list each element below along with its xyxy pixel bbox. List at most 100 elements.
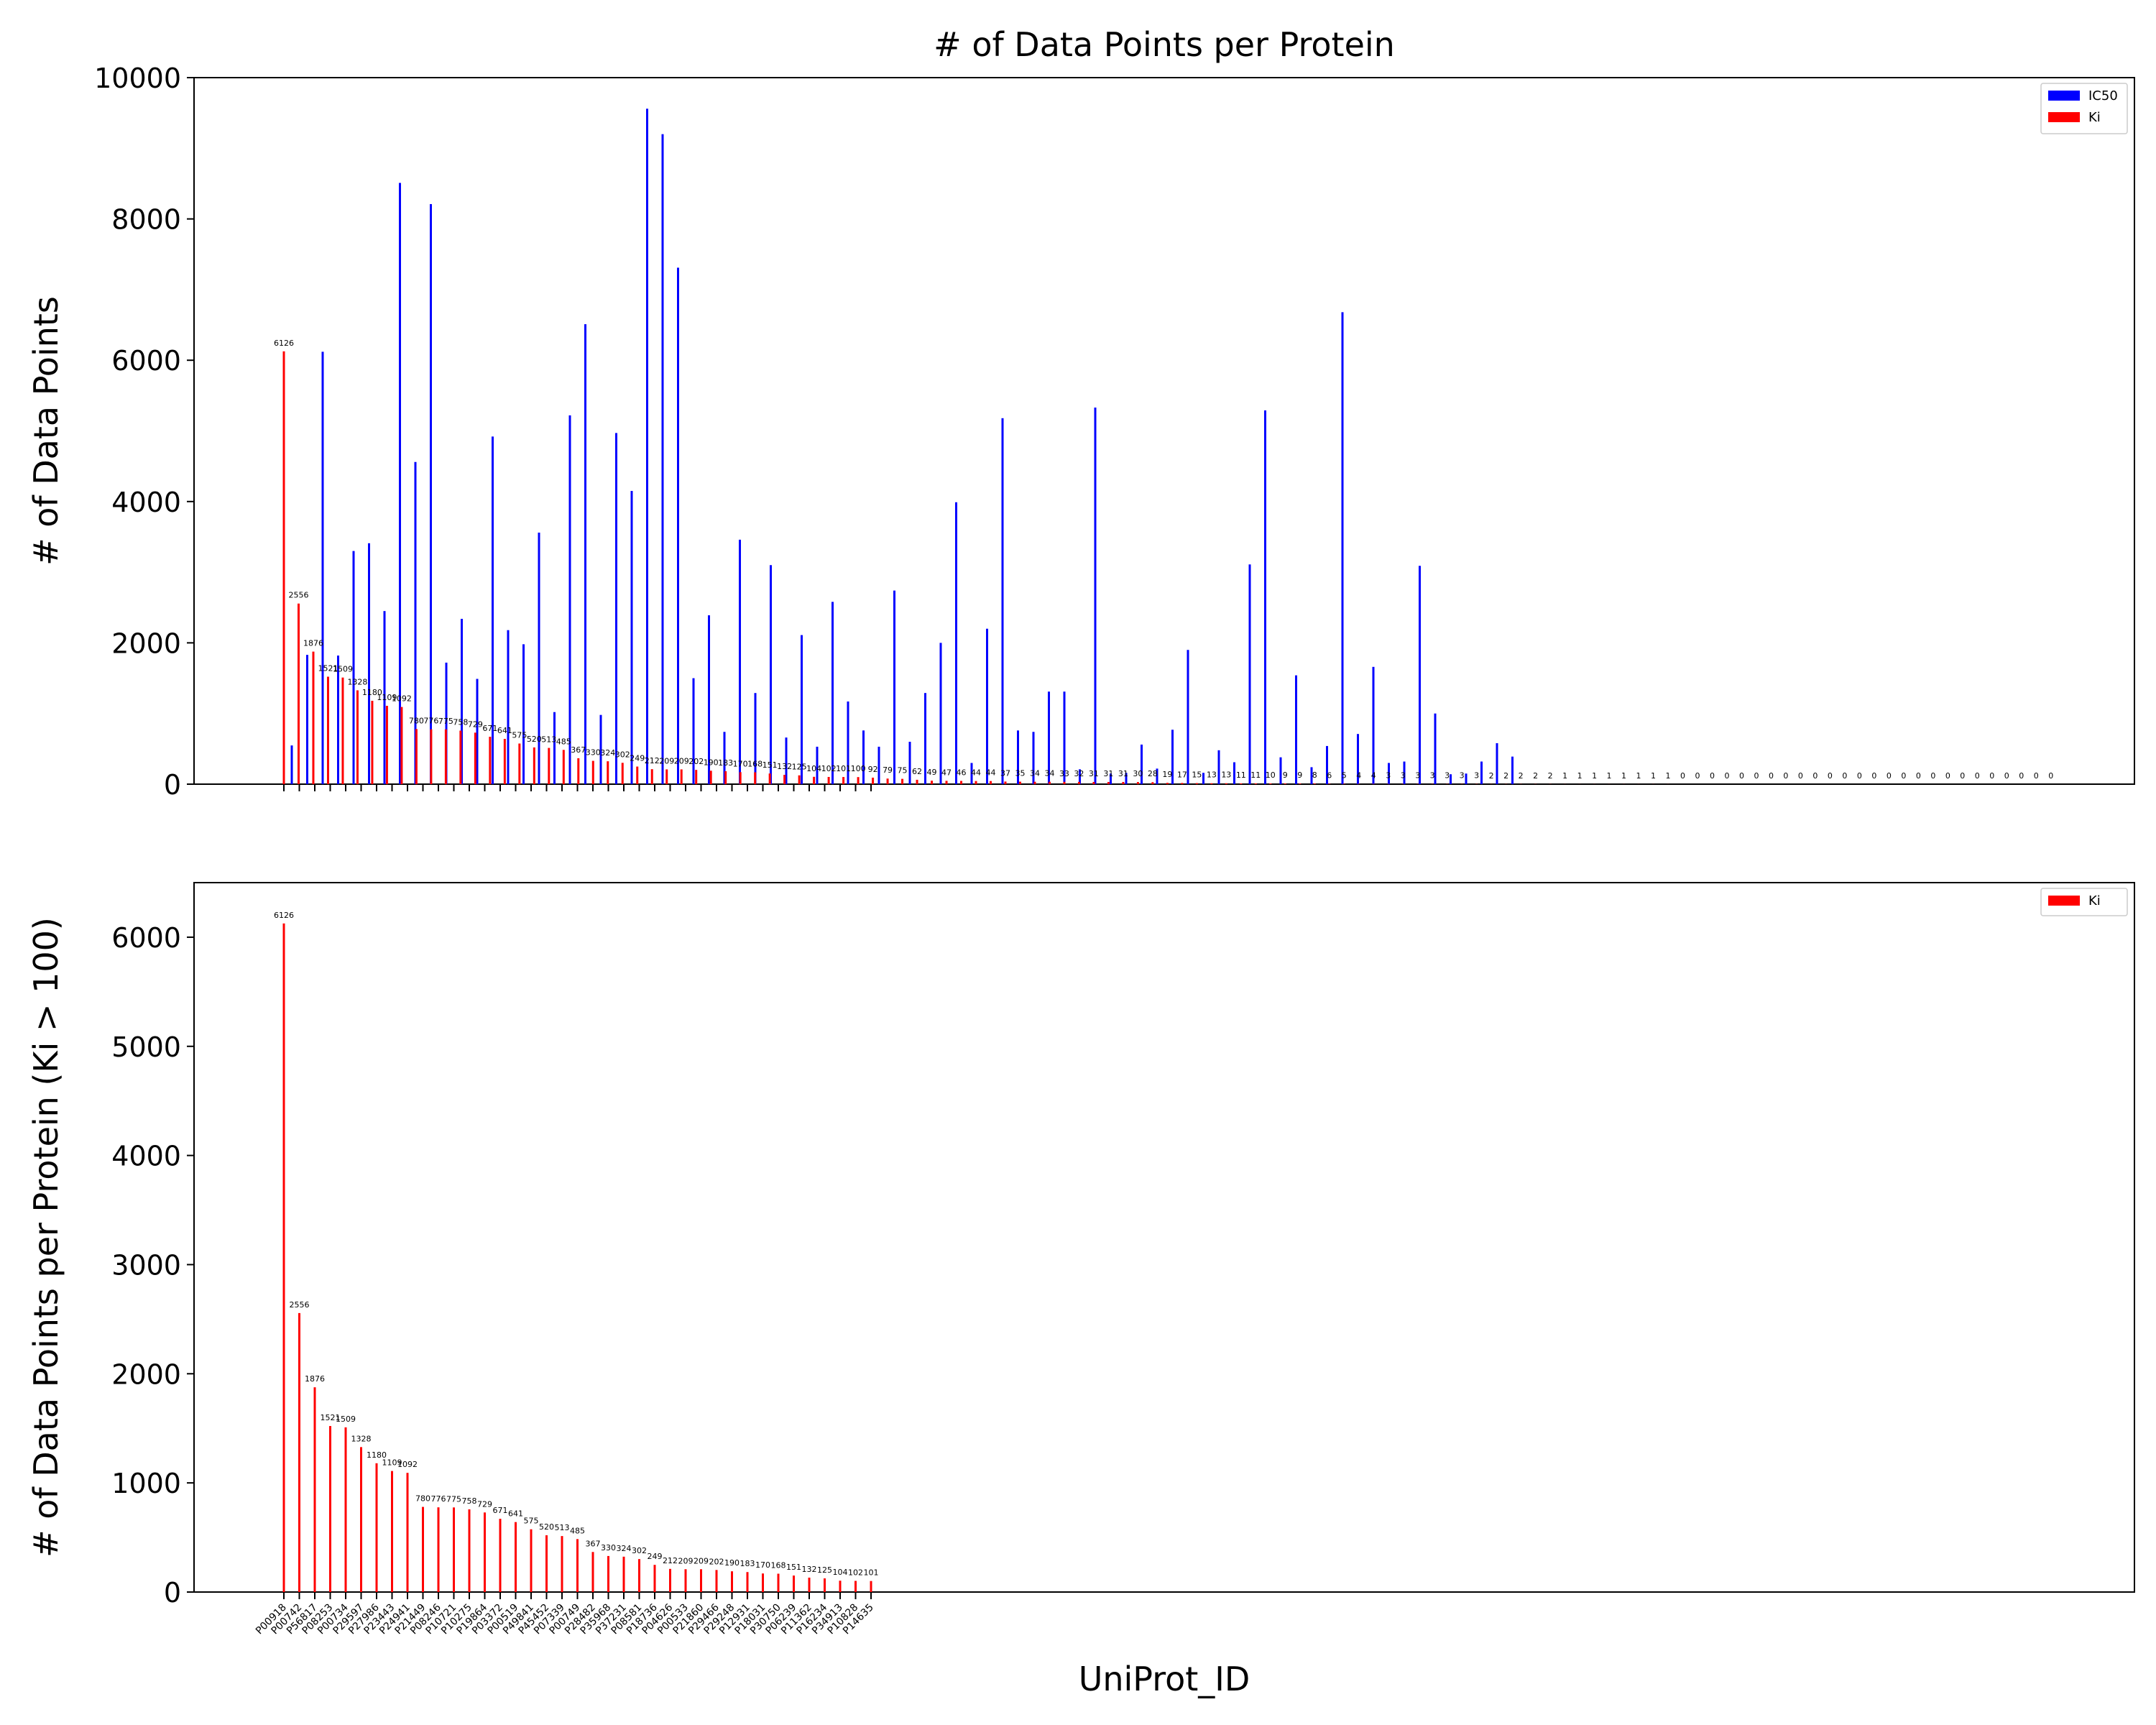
data-label: 151 xyxy=(786,1563,801,1572)
ic50-bar xyxy=(430,203,432,784)
data-label: 190 xyxy=(724,1558,740,1568)
ic50-bar xyxy=(939,643,942,784)
data-label: 2 xyxy=(1519,771,1524,781)
x-axis-label: UniProt_ID xyxy=(1079,1660,1250,1698)
data-label: 324 xyxy=(617,1544,632,1553)
ki-bar xyxy=(437,1507,440,1592)
ki-bar xyxy=(1225,783,1227,784)
ic50-bar xyxy=(677,267,679,784)
ki-bar xyxy=(607,1555,609,1592)
ki-bar xyxy=(901,778,904,784)
data-label: 35 xyxy=(1015,769,1025,778)
data-label: 249 xyxy=(630,754,645,763)
ic50-bar xyxy=(1450,774,1452,784)
data-label: 125 xyxy=(817,1565,832,1575)
data-label: 31 xyxy=(1103,769,1113,778)
data-label: 92 xyxy=(868,765,878,774)
ki-bar xyxy=(468,1509,471,1592)
ki-bar xyxy=(385,705,388,784)
ic50-bar xyxy=(399,183,401,785)
ic50-bar xyxy=(739,539,741,784)
data-label: 575 xyxy=(524,1517,539,1526)
ki-bar xyxy=(870,1581,872,1592)
data-label: 302 xyxy=(615,750,630,759)
ic50-bar xyxy=(630,491,633,784)
ki-bar xyxy=(1328,783,1331,784)
ic50-bar xyxy=(1434,713,1437,784)
data-label: 1092 xyxy=(397,1460,418,1469)
ki-bar xyxy=(960,781,963,784)
data-label: 125 xyxy=(792,763,807,772)
data-label: 575 xyxy=(512,730,527,740)
data-label: 4 xyxy=(1371,771,1376,781)
ki-bar xyxy=(530,1529,533,1592)
y-tick-label: 0 xyxy=(164,769,181,801)
ki-bar xyxy=(746,1572,749,1592)
data-label: 100 xyxy=(851,764,866,773)
data-label: 3 xyxy=(1386,771,1391,781)
ki-bar xyxy=(842,777,845,784)
y-tick-label: 2000 xyxy=(111,1358,181,1390)
data-label: 0 xyxy=(1710,771,1715,781)
ic50-bar xyxy=(368,543,370,784)
data-label: 324 xyxy=(600,748,615,758)
ic50-bar xyxy=(1326,745,1328,784)
data-label: 513 xyxy=(541,735,556,745)
ki-bar xyxy=(700,1569,702,1592)
ic50-bar xyxy=(970,763,973,784)
ic50-bar xyxy=(1017,730,1019,784)
data-label: 2 xyxy=(1548,771,1553,781)
data-label: 46 xyxy=(957,768,967,777)
ki-bar xyxy=(665,769,668,784)
data-label: 190 xyxy=(704,758,719,767)
data-label: 3 xyxy=(1460,771,1465,781)
ic50-bar xyxy=(754,693,757,784)
data-label: 776 xyxy=(423,717,438,726)
ic50-bar xyxy=(661,134,664,784)
ki-bar xyxy=(1240,783,1243,784)
data-label: 330 xyxy=(601,1543,616,1552)
data-label: 1521 xyxy=(318,663,338,673)
data-label: 0 xyxy=(1945,771,1950,781)
ki-bar xyxy=(422,1506,424,1592)
data-label: 1509 xyxy=(336,1414,356,1424)
ki-bar xyxy=(562,750,565,784)
ki-bar xyxy=(1313,783,1316,784)
data-label: 202 xyxy=(709,1557,724,1566)
data-label: 1509 xyxy=(333,665,353,674)
ki-bar xyxy=(754,772,757,784)
top-chart-panel: # of Data Points per Protein020004000600… xyxy=(27,25,2135,801)
ic50-bar xyxy=(1295,675,1297,784)
ki-bar xyxy=(650,769,653,784)
data-label: 1328 xyxy=(351,1434,372,1443)
ki-bar xyxy=(1018,781,1021,784)
data-label: 3 xyxy=(1415,771,1420,781)
ic50-bar xyxy=(522,644,525,784)
data-label: 367 xyxy=(586,1539,601,1548)
ki-bar xyxy=(886,778,889,784)
ic50-bar xyxy=(1110,773,1112,784)
ki-bar xyxy=(1210,783,1213,784)
data-label: 132 xyxy=(777,762,792,771)
data-label: 3 xyxy=(1401,771,1406,781)
data-label: 0 xyxy=(1930,771,1935,781)
data-label: 0 xyxy=(2004,771,2009,781)
ki-bar xyxy=(724,771,727,784)
data-label: 0 xyxy=(1857,771,1862,781)
ic50-bar xyxy=(831,602,834,784)
data-label: 3 xyxy=(1430,771,1435,781)
data-label: 202 xyxy=(688,757,704,766)
data-label: 75 xyxy=(898,766,908,776)
ic50-bar xyxy=(1511,756,1514,784)
data-label: 170 xyxy=(733,759,748,768)
data-label: 4 xyxy=(1356,771,1361,781)
data-label: 0 xyxy=(1812,771,1818,781)
data-label: 729 xyxy=(477,1499,492,1509)
ki-bar xyxy=(824,1578,826,1592)
data-label: 0 xyxy=(1783,771,1788,781)
ic50-bar xyxy=(615,433,617,784)
y-axis-label: # of Data Points xyxy=(27,296,65,566)
data-label: 0 xyxy=(2019,771,2024,781)
bottom-chart-panel: 0 1000 2000 3000 4000 5000 6000 # of Data Point… xyxy=(27,882,2135,1698)
